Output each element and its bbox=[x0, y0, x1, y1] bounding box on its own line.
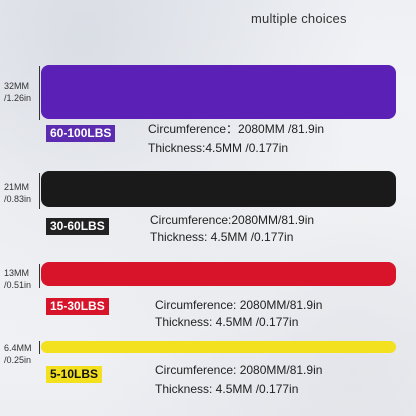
band-width-label: 6.4MM /0.25in bbox=[4, 342, 44, 366]
width-mm: 6.4MM bbox=[4, 343, 32, 353]
thickness-text: Thickness:4.5MM /0.177in bbox=[148, 141, 289, 155]
circumference-text: Circumference:2080MM/81.9in bbox=[150, 213, 315, 227]
dimension-tick bbox=[39, 173, 40, 209]
width-mm: 21MM bbox=[4, 182, 30, 192]
width-mm: 32MM bbox=[4, 81, 30, 91]
resistance-label: 30-60LBS bbox=[46, 218, 109, 235]
resistance-band-red bbox=[41, 262, 396, 286]
width-in: /0.83in bbox=[4, 194, 32, 204]
band-width-label: 13MM /0.51in bbox=[4, 267, 44, 291]
band-width-label: 21MM /0.83in bbox=[4, 181, 44, 205]
thickness-text: Thickness: 4.5MM /0.177in bbox=[155, 315, 299, 329]
circumference-text: Circumference: 2080MM/81.9in bbox=[155, 363, 323, 377]
circumference-text: Circumference：2080MM /81.9in bbox=[148, 122, 325, 136]
circumference-text: Circumference: 2080MM/81.9in bbox=[155, 298, 323, 312]
resistance-label: 5-10LBS bbox=[46, 366, 103, 383]
dimension-tick bbox=[39, 264, 40, 288]
band-width-label: 32MM /1.26in bbox=[4, 80, 44, 104]
resistance-label: 60-100LBS bbox=[46, 125, 116, 142]
width-in: /1.26in bbox=[4, 93, 32, 103]
resistance-band-black bbox=[41, 171, 396, 207]
resistance-label: 15-30LBS bbox=[46, 298, 109, 315]
thickness-text: Thickness: 4.5MM /0.177in bbox=[150, 230, 294, 244]
header-text: multiple choices bbox=[251, 11, 347, 26]
width-in: /0.51in bbox=[4, 280, 32, 290]
resistance-band-yellow bbox=[41, 341, 396, 353]
width-in: /0.25in bbox=[4, 355, 32, 365]
thickness-text: Thickness: 4.5MM /0.177in bbox=[155, 382, 299, 396]
width-mm: 13MM bbox=[4, 268, 30, 278]
resistance-band-purple bbox=[41, 65, 396, 119]
dimension-tick bbox=[39, 341, 40, 354]
dimension-tick bbox=[39, 66, 40, 120]
